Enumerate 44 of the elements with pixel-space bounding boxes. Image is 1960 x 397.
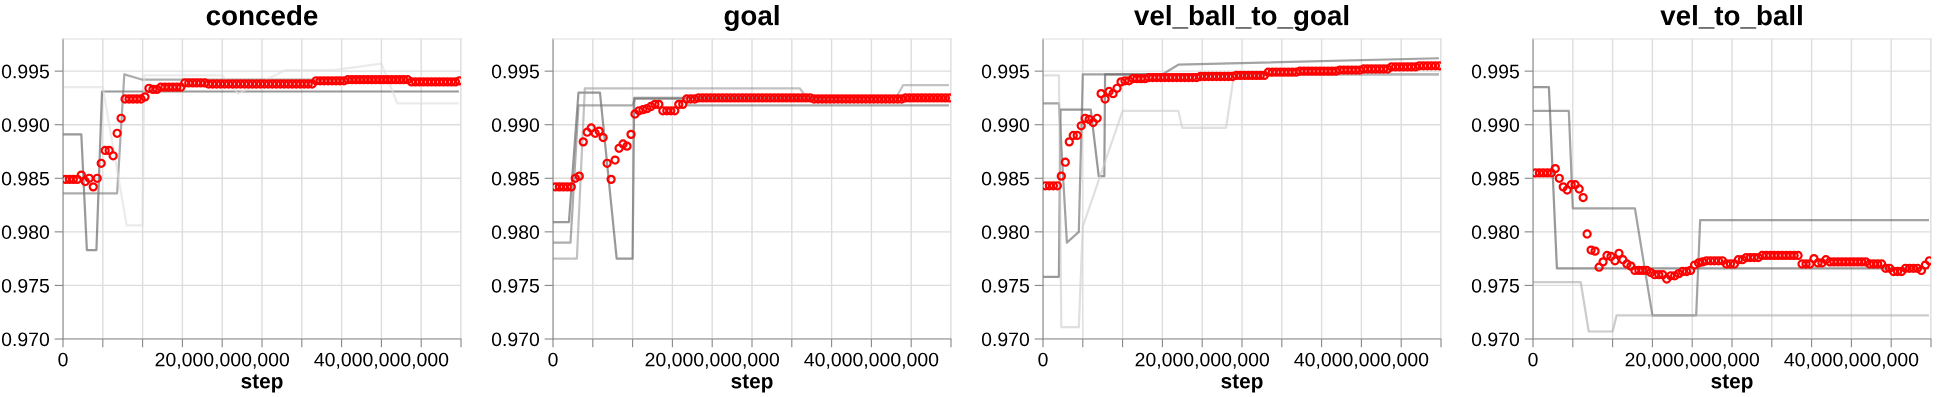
y-tick-label: 0.985: [1471, 171, 1519, 186]
x-tick-label: 40,000,000,000: [314, 352, 449, 369]
y-tick-label: 0.980: [491, 225, 540, 240]
y-tick-label: 0.975: [1, 278, 49, 293]
x-tick-label: 20,000,000,000: [155, 352, 290, 369]
x-tick-label: 20,000,000,000: [645, 352, 780, 369]
x-tick-label: 0: [548, 352, 558, 367]
y-tick-label: 0.995: [1, 64, 49, 79]
x-tick-label: 40,000,000,000: [804, 352, 939, 369]
y-tick-label: 0.995: [1471, 64, 1519, 79]
chart-title: goal: [724, 4, 779, 31]
y-tick-label: 0.970: [981, 332, 1030, 347]
chart-title: vel_ball_to_goal: [1134, 4, 1349, 31]
x-axis-title: step: [241, 374, 283, 393]
y-tick-label: 0.985: [1, 171, 49, 186]
y-tick-label: 0.975: [491, 278, 539, 293]
x-tick-label: 40,000,000,000: [1784, 352, 1919, 369]
x-tick-label: 0: [58, 352, 68, 367]
y-tick-label: 0.985: [981, 171, 1029, 186]
x-tick-label: 20,000,000,000: [1135, 352, 1270, 369]
y-tick-label: 0.995: [491, 64, 539, 79]
x-axis-title: step: [1221, 374, 1263, 393]
y-tick-label: 0.995: [981, 64, 1029, 79]
y-tick-label: 0.980: [1471, 225, 1520, 240]
x-tick-label: 0: [1528, 352, 1538, 367]
y-tick-label: 0.980: [981, 225, 1030, 240]
y-tick-label: 0.975: [981, 278, 1029, 293]
chart-title: concede: [206, 4, 318, 26]
x-tick-label: 40,000,000,000: [1294, 352, 1429, 369]
x-tick-label: 0: [1038, 352, 1048, 367]
y-tick-label: 0.990: [1471, 118, 1520, 132]
y-tick-label: 0.975: [1471, 278, 1519, 293]
x-tick-label: 20,000,000,000: [1625, 352, 1760, 369]
y-tick-label: 0.990: [1, 118, 50, 132]
y-tick-label: 0.970: [491, 332, 540, 347]
y-tick-label: 0.985: [491, 171, 539, 186]
y-tick-label: 0.970: [1, 332, 50, 347]
x-axis-title: step: [731, 374, 773, 393]
y-tick-label: 0.970: [1471, 332, 1520, 347]
x-axis-title: step: [1711, 374, 1753, 393]
y-tick-label: 0.990: [981, 118, 1030, 132]
chart-title: vel_to_ball: [1660, 4, 1802, 29]
y-tick-label: 0.980: [1, 225, 50, 240]
y-tick-label: 0.990: [491, 118, 540, 132]
